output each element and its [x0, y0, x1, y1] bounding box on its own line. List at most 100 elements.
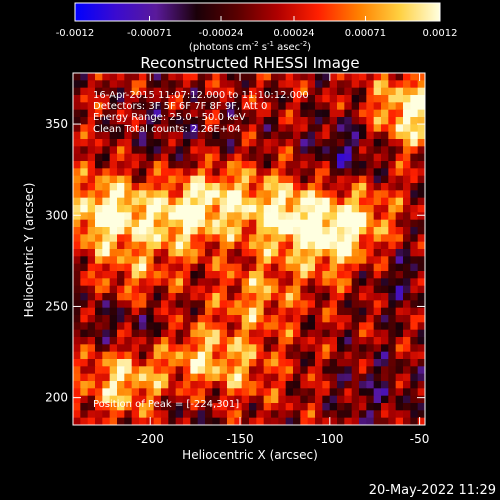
heatmap-cell: [80, 168, 89, 177]
heatmap-cell: [102, 168, 111, 177]
heatmap-cell: [73, 183, 81, 191]
heatmap-cell: [315, 388, 323, 397]
heatmap-cell: [322, 139, 331, 147]
heatmap-cell: [381, 124, 389, 133]
heatmap-cell: [109, 381, 118, 389]
heatmap-cell: [315, 73, 323, 81]
heatmap-cell: [351, 403, 360, 411]
heatmap-cell: [293, 307, 301, 316]
heatmap-cell: [417, 205, 425, 213]
heatmap-cell: [322, 117, 331, 125]
heatmap-cell: [249, 322, 257, 331]
heatmap-cell: [227, 249, 235, 257]
heatmap-cell: [197, 388, 206, 397]
heatmap-cell: [256, 146, 265, 155]
heatmap-cell: [256, 219, 265, 228]
heatmap-cell: [87, 315, 96, 323]
heatmap-cell: [117, 87, 125, 96]
heatmap-cell: [219, 351, 228, 360]
heatmap-cell: [153, 95, 162, 103]
heatmap-cell: [300, 337, 309, 345]
heatmap-cell: [344, 373, 353, 382]
heatmap-cell: [256, 117, 265, 125]
heatmap-cell: [381, 315, 389, 323]
heatmap-cell: [388, 256, 397, 265]
heatmap-cell: [234, 410, 243, 419]
heatmap-cell: [73, 285, 81, 294]
heatmap-cell: [285, 263, 294, 272]
heatmap-cell: [388, 153, 397, 162]
heatmap-cell: [153, 190, 162, 199]
heatmap-cell: [307, 175, 316, 184]
heatmap-cell: [373, 205, 382, 213]
heatmap-cell: [234, 146, 243, 155]
heatmap-cell: [241, 227, 250, 235]
heatmap-cell: [373, 249, 382, 257]
heatmap-cell: [388, 322, 397, 331]
heatmap-cell: [161, 300, 169, 309]
heatmap-cell: [373, 366, 382, 375]
heatmap-cell: [337, 124, 345, 133]
heatmap-cell: [139, 410, 147, 419]
heatmap-cell: [329, 124, 338, 133]
heatmap-cell: [109, 388, 118, 397]
heatmap-cell: [117, 351, 125, 360]
heatmap-cell: [117, 241, 125, 250]
heatmap-cell: [241, 373, 250, 382]
heatmap-cell: [337, 403, 345, 411]
heatmap-cell: [117, 168, 125, 177]
heatmap-cell: [175, 161, 184, 169]
heatmap-cell: [131, 278, 140, 287]
heatmap-cell: [183, 249, 191, 257]
heatmap-cell: [80, 381, 89, 389]
heatmap-cell: [300, 300, 309, 309]
heatmap-cell: [80, 175, 89, 184]
heatmap-cell: [278, 293, 287, 301]
heatmap-cell: [388, 307, 397, 316]
heatmap-cell: [256, 227, 265, 235]
heatmap-cell: [227, 95, 235, 103]
heatmap-cell: [315, 249, 323, 257]
heatmap-cell: [256, 278, 265, 287]
heatmap-cell: [307, 307, 316, 316]
heatmap-cell: [73, 102, 81, 111]
heatmap-cell: [117, 322, 125, 331]
heatmap-cell: [307, 337, 316, 345]
heatmap-cell: [388, 190, 397, 199]
heatmap-cell: [249, 146, 257, 155]
heatmap-cell: [212, 227, 221, 235]
heatmap-cell: [80, 109, 89, 118]
heatmap-cell: [351, 234, 360, 243]
heatmap-cell: [249, 403, 257, 411]
heatmap-cell: [373, 351, 382, 360]
heatmap-cell: [395, 359, 404, 367]
heatmap-cell: [80, 102, 89, 111]
heatmap-cell: [197, 227, 206, 235]
heatmap-cell: [219, 124, 228, 133]
heatmap-cell: [329, 131, 338, 140]
heatmap-cell: [197, 322, 206, 331]
heatmap-cell: [417, 146, 425, 155]
heatmap-cell: [146, 403, 155, 411]
heatmap-cell: [256, 102, 265, 111]
heatmap-cell: [212, 139, 221, 147]
heatmap-cell: [153, 139, 162, 147]
heatmap-cell: [315, 102, 323, 111]
heatmap-cell: [373, 285, 382, 294]
annotation-time-range: 16-Apr-2015 11:07:12.000 to 11:10:12.000: [93, 90, 309, 101]
heatmap-cell: [124, 183, 133, 191]
heatmap-cell: [87, 124, 96, 133]
heatmap-cell: [219, 293, 228, 301]
heatmap-cell: [337, 102, 345, 111]
heatmap-cell: [395, 124, 404, 133]
heatmap-cell: [212, 410, 221, 419]
heatmap-cell: [307, 197, 316, 206]
heatmap-cell: [373, 153, 382, 162]
annotation-energy-range: Energy Range: 25.0 - 50.0 keV: [93, 112, 246, 123]
heatmap-cell: [322, 359, 331, 367]
heatmap-cell: [131, 395, 140, 404]
heatmap-cell: [241, 271, 250, 279]
heatmap-cell: [263, 315, 272, 323]
heatmap-cell: [87, 351, 96, 360]
heatmap-cell: [212, 359, 221, 367]
